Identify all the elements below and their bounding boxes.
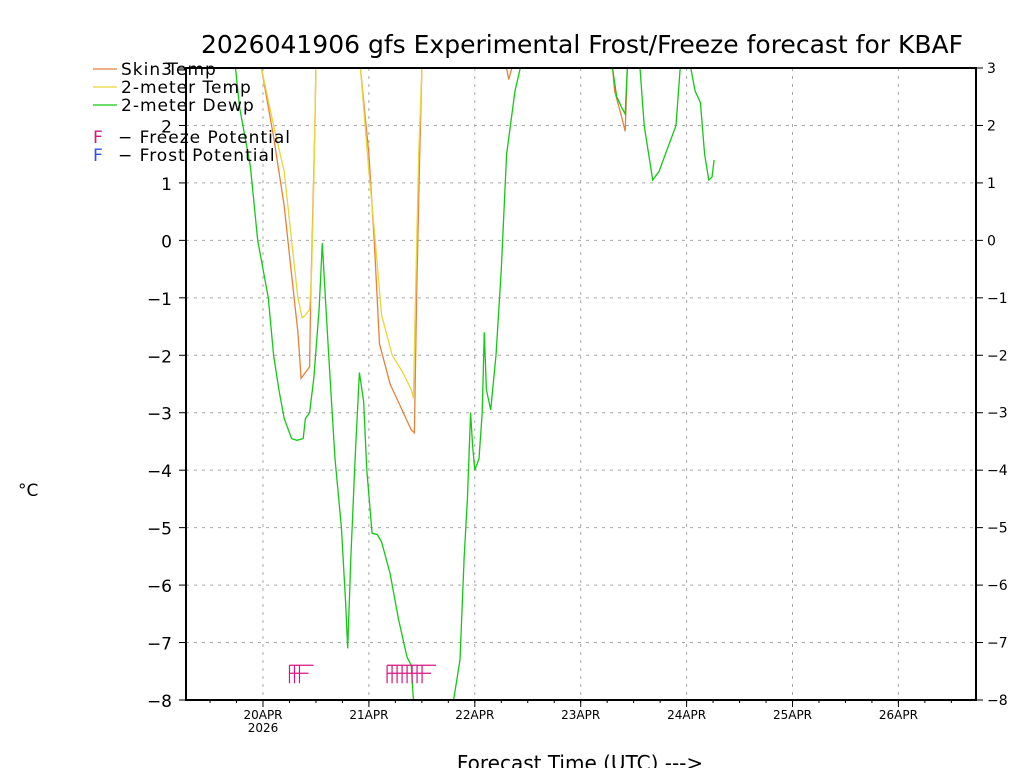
- y-tick-label: 3: [161, 60, 172, 80]
- y-tick-label: −5: [147, 520, 172, 540]
- right-tick-label: 2: [987, 118, 996, 134]
- y-tick-label: −2: [147, 347, 172, 367]
- freeze-potential-marker-group: [386, 664, 437, 684]
- series-line-segment: [505, 67, 513, 80]
- y-tick-label: −1: [147, 290, 172, 310]
- legend-marker-4: F: [93, 146, 104, 166]
- y-tick-label: 2: [161, 117, 172, 137]
- y-tick-label: −6: [147, 577, 172, 597]
- series-line-segment: [690, 67, 715, 182]
- y-axis-ticks: 3 2 1 0 −1 −2 −3 −4 −5 −6 −7 −8: [147, 60, 186, 712]
- right-tick-label: 3: [987, 61, 996, 77]
- series-line-segment: [639, 67, 681, 182]
- series-2-meter-temp: [260, 67, 423, 399]
- legend-label-0: Skin Temp: [121, 60, 217, 80]
- legend-marker-3: F: [93, 128, 104, 148]
- right-tick-label: 1: [987, 176, 996, 192]
- y-tick-label: −7: [147, 635, 172, 655]
- x-tick-label: 22APR: [455, 708, 494, 722]
- right-tick-label: −3: [987, 406, 1008, 422]
- right-tick-label: −2: [987, 348, 1008, 364]
- chart-title: 2026041906 gfs Experimental Frost/Freeze…: [201, 30, 963, 59]
- series-2-meter-dewp: [234, 67, 715, 701]
- x-tick-label: 21APR: [349, 708, 388, 722]
- right-tick-label: −6: [987, 578, 1008, 594]
- legend-label-2: 2-meter Dewp: [121, 96, 255, 116]
- series-line-segment: [359, 67, 423, 399]
- x-axis-ticks: 20APR 21APR 22APR 23APR 24APR 25APR 26APR 2026: [209, 700, 952, 735]
- right-tick-label: 0: [987, 233, 996, 249]
- right-tick-label: −5: [987, 521, 1008, 537]
- x-tick-label: 25APR: [773, 708, 812, 722]
- right-tick-label: −8: [987, 693, 1008, 709]
- y-tick-label: −3: [147, 405, 172, 425]
- right-tick-label: −7: [987, 636, 1008, 652]
- freeze-potential-marker-group: [288, 664, 314, 684]
- y-tick-label: −4: [147, 462, 172, 482]
- y-tick-label: −8: [147, 692, 172, 712]
- series-layer: [234, 67, 715, 701]
- x-tick-year-label: 2026: [248, 721, 279, 735]
- x-tick-label: 23APR: [561, 708, 600, 722]
- right-tick-label: −1: [987, 291, 1008, 307]
- y-axis-label: °C: [18, 481, 38, 501]
- series-line-segment: [611, 67, 628, 117]
- series-line-segment: [452, 67, 521, 701]
- right-axis-ticks: 3 2 1 0 −1 −2 −3 −4 −5 −6 −7 −8: [976, 61, 1008, 709]
- series-line-segment: [260, 67, 317, 320]
- y-tick-label: 1: [161, 175, 172, 195]
- series-line-segment: [234, 67, 415, 701]
- legend-label-4: − Frost Potential: [118, 146, 276, 166]
- x-axis-label: Forecast Time (UTC) --->: [457, 751, 703, 768]
- legend-label-3: − Freeze Potential: [118, 128, 291, 148]
- x-tick-label: 20APR: [243, 708, 282, 722]
- y-tick-label: 0: [161, 232, 172, 252]
- freeze-marker-layer: [288, 664, 437, 684]
- x-tick-label: 26APR: [879, 708, 918, 722]
- legend-label-1: 2-meter Temp: [121, 78, 252, 98]
- right-tick-label: −4: [987, 463, 1008, 479]
- x-tick-label: 24APR: [667, 708, 706, 722]
